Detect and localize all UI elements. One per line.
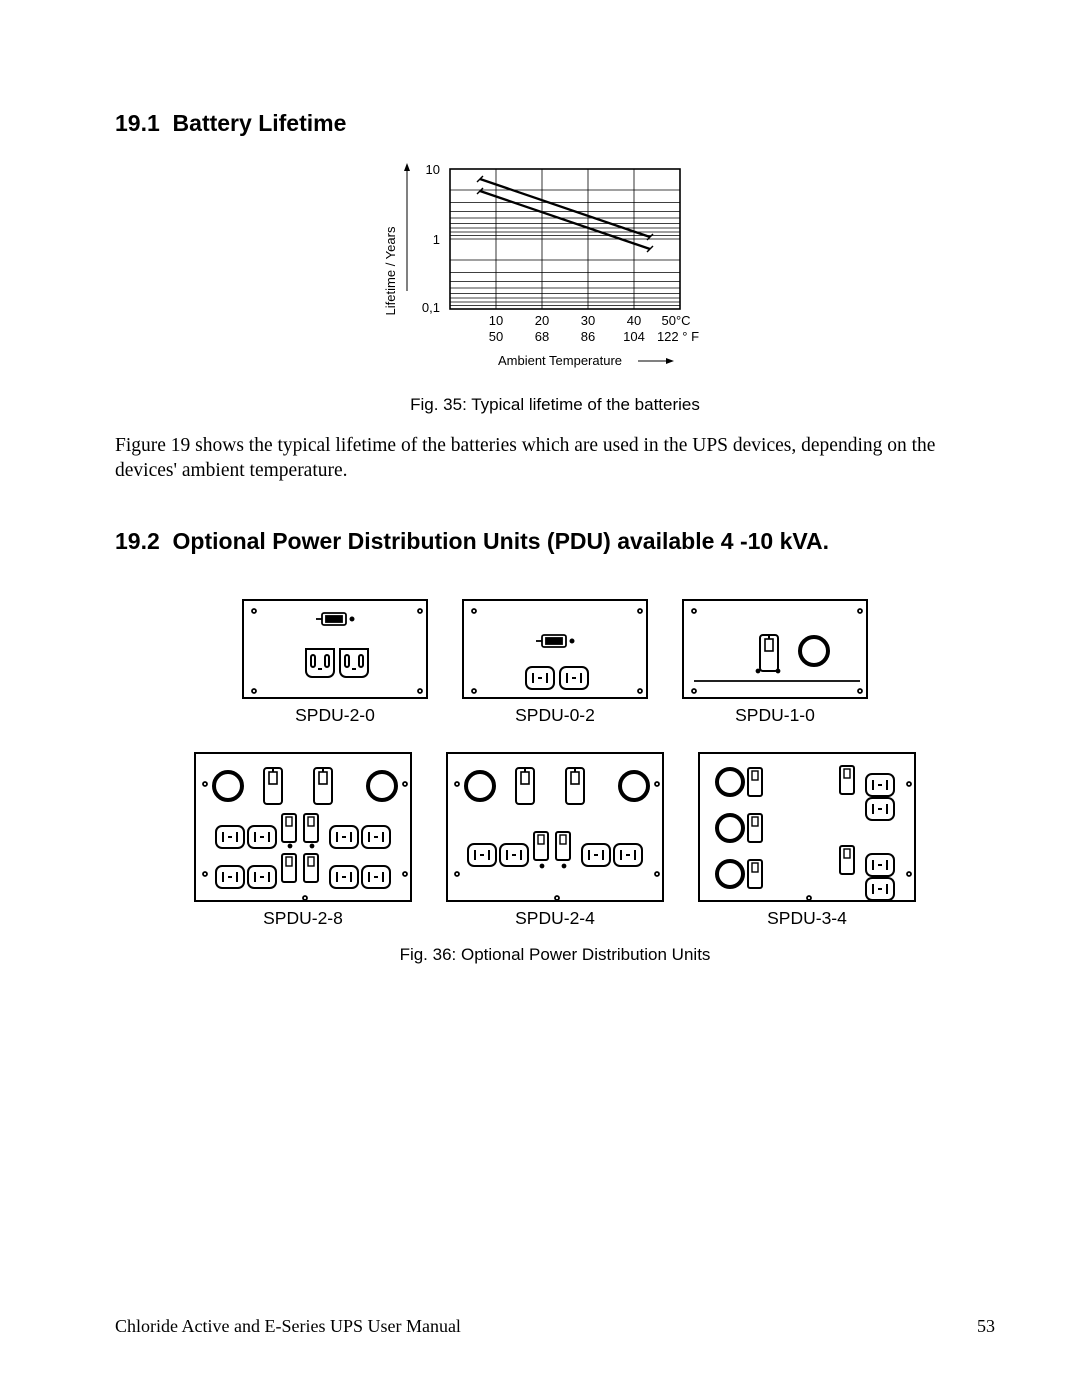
svg-text:68: 68 bbox=[535, 329, 549, 344]
pdu-row-1: SPDU-2-0 SPDU-0-2 bbox=[242, 599, 868, 726]
y-axis-label: Lifetime / Years bbox=[383, 226, 398, 315]
pdu-panel bbox=[242, 599, 428, 699]
x-axis-label: Ambient Temperature bbox=[498, 353, 622, 368]
chart-svg: Lifetime / Years bbox=[375, 161, 735, 381]
pdu-figure: SPDU-2-0 SPDU-0-2 bbox=[115, 599, 995, 965]
section-19-2-heading: 19.2 Optional Power Distribution Units (… bbox=[115, 528, 995, 555]
page-number: 53 bbox=[977, 1316, 995, 1337]
pdu-label: SPDU-2-0 bbox=[295, 705, 375, 726]
section-19-1-heading: 19.1 Battery Lifetime bbox=[115, 110, 995, 137]
pdu-spdu-0-2: SPDU-0-2 bbox=[462, 599, 648, 726]
pdu-panel bbox=[682, 599, 868, 699]
pdu-spdu-1-0: SPDU-1-0 bbox=[682, 599, 868, 726]
svg-text:40: 40 bbox=[627, 313, 641, 328]
svg-text:1: 1 bbox=[433, 232, 440, 247]
pdu-panel bbox=[194, 752, 412, 902]
svg-text:50°C: 50°C bbox=[661, 313, 690, 328]
pdu-panel bbox=[446, 752, 664, 902]
pdu-label: SPDU-0-2 bbox=[515, 705, 595, 726]
pdu-label: SPDU-2-4 bbox=[515, 908, 595, 929]
svg-text:0,1: 0,1 bbox=[422, 300, 440, 315]
figure-36-caption: Fig. 36: Optional Power Distribution Uni… bbox=[400, 945, 711, 965]
svg-text:20: 20 bbox=[535, 313, 549, 328]
pdu-spdu-2-0: SPDU-2-0 bbox=[242, 599, 428, 726]
pdu-label: SPDU-1-0 bbox=[735, 705, 815, 726]
page-footer: Chloride Active and E-Series UPS User Ma… bbox=[115, 1316, 995, 1337]
svg-text:10: 10 bbox=[426, 162, 440, 177]
footer-title: Chloride Active and E-Series UPS User Ma… bbox=[115, 1316, 461, 1337]
svg-text:10: 10 bbox=[489, 313, 503, 328]
svg-text:30: 30 bbox=[581, 313, 595, 328]
section-title: Battery Lifetime bbox=[173, 110, 347, 136]
pdu-label: SPDU-3-4 bbox=[767, 908, 847, 929]
page: 19.1 Battery Lifetime Lifetime / Years bbox=[0, 0, 1080, 1397]
pdu-label: SPDU-2-8 bbox=[263, 908, 343, 929]
pdu-row-2: SPDU-2-8 bbox=[194, 752, 916, 929]
paragraph-1: Figure 19 shows the typical lifetime of … bbox=[115, 433, 995, 484]
pdu-spdu-2-8: SPDU-2-8 bbox=[194, 752, 412, 929]
svg-text:104: 104 bbox=[623, 329, 645, 344]
section-number: 19.2 bbox=[115, 528, 160, 554]
figure-35-caption: Fig. 35: Typical lifetime of the batteri… bbox=[115, 395, 995, 415]
svg-text:86: 86 bbox=[581, 329, 595, 344]
pdu-spdu-2-4: SPDU-2-4 bbox=[446, 752, 664, 929]
battery-lifetime-chart: Lifetime / Years bbox=[115, 161, 995, 381]
section-number: 19.1 bbox=[115, 110, 160, 136]
pdu-panel bbox=[462, 599, 648, 699]
pdu-panel bbox=[698, 752, 916, 902]
pdu-spdu-3-4: SPDU-3-4 bbox=[698, 752, 916, 929]
section-title: Optional Power Distribution Units (PDU) … bbox=[173, 528, 829, 554]
svg-text:50: 50 bbox=[489, 329, 503, 344]
svg-text:122 ° F: 122 ° F bbox=[657, 329, 699, 344]
